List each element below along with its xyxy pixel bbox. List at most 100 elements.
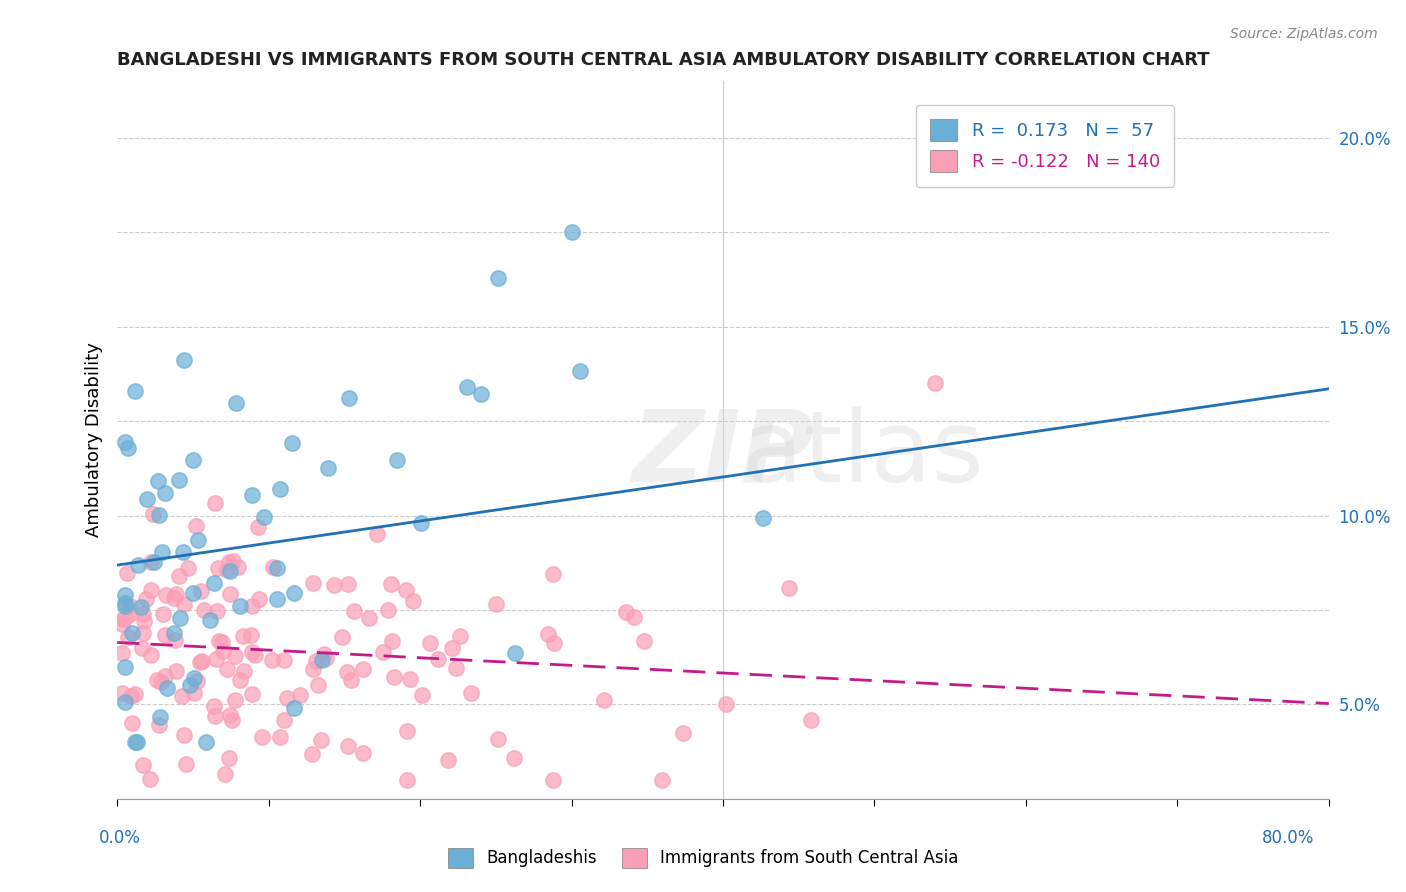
Point bbox=[503, 750, 526, 764]
Point bbox=[225, 396, 247, 410]
Point bbox=[399, 672, 422, 686]
Point bbox=[177, 561, 200, 575]
Point bbox=[165, 587, 187, 601]
Point bbox=[337, 739, 360, 753]
Point bbox=[224, 693, 246, 707]
Point bbox=[311, 733, 333, 747]
Point bbox=[592, 693, 614, 707]
Point bbox=[115, 566, 138, 581]
Point bbox=[173, 728, 195, 742]
Text: 0.0%: 0.0% bbox=[98, 830, 141, 847]
Point bbox=[114, 660, 136, 674]
Point bbox=[395, 724, 418, 739]
Point bbox=[219, 587, 242, 601]
Point bbox=[541, 772, 564, 787]
Point bbox=[139, 555, 162, 569]
Point bbox=[187, 533, 209, 548]
Point bbox=[198, 613, 221, 627]
Point bbox=[132, 614, 155, 628]
Point bbox=[183, 686, 205, 700]
Point bbox=[218, 751, 240, 765]
Point bbox=[276, 690, 298, 705]
Text: atlas: atlas bbox=[741, 406, 983, 503]
Point bbox=[385, 453, 408, 467]
Point bbox=[288, 688, 311, 702]
Point bbox=[245, 648, 267, 662]
Point bbox=[537, 626, 560, 640]
Point bbox=[155, 588, 177, 602]
Point bbox=[173, 353, 195, 368]
Point bbox=[568, 364, 591, 378]
Point bbox=[315, 651, 337, 665]
Point bbox=[117, 630, 139, 644]
Point bbox=[229, 673, 252, 687]
Point bbox=[395, 772, 418, 787]
Point bbox=[205, 652, 228, 666]
Y-axis label: Ambulatory Disability: Ambulatory Disability bbox=[86, 343, 103, 538]
Point bbox=[751, 511, 773, 525]
Point bbox=[186, 518, 208, 533]
Point bbox=[446, 661, 468, 675]
Point bbox=[541, 567, 564, 582]
Point bbox=[419, 636, 441, 650]
Point bbox=[352, 746, 374, 760]
Point bbox=[226, 560, 249, 574]
Point bbox=[204, 576, 226, 591]
Point bbox=[633, 633, 655, 648]
Point bbox=[204, 496, 226, 510]
Point bbox=[114, 434, 136, 449]
Point bbox=[437, 754, 460, 768]
Point bbox=[205, 604, 228, 618]
Text: ZIP: ZIP bbox=[631, 406, 814, 503]
Point bbox=[190, 584, 212, 599]
Point bbox=[240, 628, 263, 642]
Point bbox=[240, 687, 263, 701]
Point bbox=[139, 772, 162, 787]
Point bbox=[153, 627, 176, 641]
Point bbox=[139, 648, 162, 663]
Point bbox=[301, 662, 323, 676]
Point bbox=[623, 610, 645, 624]
Point bbox=[169, 611, 191, 625]
Point bbox=[301, 575, 323, 590]
Point bbox=[219, 707, 242, 722]
Point bbox=[440, 641, 463, 656]
Point bbox=[246, 520, 269, 534]
Point bbox=[163, 625, 186, 640]
Point bbox=[146, 673, 169, 687]
Text: 80.0%: 80.0% bbox=[1263, 830, 1315, 847]
Point bbox=[114, 611, 136, 625]
Point bbox=[214, 766, 236, 780]
Point bbox=[224, 649, 246, 664]
Point bbox=[322, 578, 344, 592]
Point bbox=[139, 582, 162, 597]
Point bbox=[174, 756, 197, 771]
Point bbox=[155, 681, 177, 696]
Point bbox=[195, 735, 218, 749]
Point bbox=[395, 582, 418, 597]
Point bbox=[215, 563, 238, 577]
Point bbox=[136, 491, 159, 506]
Point bbox=[219, 564, 242, 578]
Point bbox=[232, 665, 254, 679]
Point bbox=[143, 556, 166, 570]
Point bbox=[460, 686, 482, 700]
Point bbox=[193, 602, 215, 616]
Point bbox=[124, 688, 146, 702]
Point bbox=[120, 599, 142, 614]
Point bbox=[330, 630, 353, 644]
Point bbox=[179, 678, 201, 692]
Point bbox=[273, 714, 295, 728]
Point bbox=[114, 588, 136, 602]
Point bbox=[377, 602, 399, 616]
Point bbox=[716, 697, 738, 711]
Point bbox=[181, 453, 204, 467]
Point bbox=[301, 747, 323, 762]
Point bbox=[281, 436, 304, 450]
Point bbox=[118, 607, 141, 621]
Point bbox=[207, 561, 229, 575]
Point bbox=[373, 644, 395, 658]
Point bbox=[131, 640, 153, 655]
Point bbox=[111, 646, 134, 660]
Point bbox=[651, 772, 673, 787]
